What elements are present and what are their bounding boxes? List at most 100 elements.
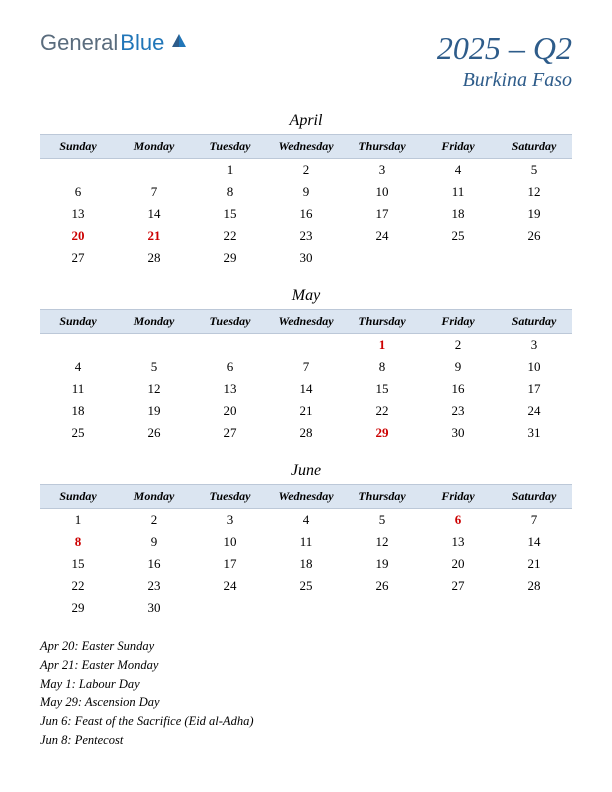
day-header: Tuesday <box>192 135 268 159</box>
day-header: Monday <box>116 310 192 334</box>
day-header: Sunday <box>40 135 116 159</box>
calendar-cell: 6 <box>192 356 268 378</box>
calendar-cell: 16 <box>116 553 192 575</box>
title-main: 2025 – Q2 <box>437 30 572 67</box>
calendar-cell: 26 <box>116 422 192 444</box>
day-header: Wednesday <box>268 485 344 509</box>
calendar-cell: 21 <box>496 553 572 575</box>
calendar-cell: 23 <box>420 400 496 422</box>
header: GeneralBlue 2025 – Q2 Burkina Faso <box>40 30 572 92</box>
calendar-cell <box>420 247 496 269</box>
day-header: Monday <box>116 485 192 509</box>
calendar-table: SundayMondayTuesdayWednesdayThursdayFrid… <box>40 134 572 269</box>
calendar-cell: 3 <box>192 509 268 532</box>
calendar-cell: 3 <box>344 159 420 182</box>
calendar-row: 15161718192021 <box>40 553 572 575</box>
holiday-line: Jun 6: Feast of the Sacrifice (Eid al-Ad… <box>40 712 572 731</box>
calendar-cell: 28 <box>496 575 572 597</box>
calendar-cell <box>268 597 344 619</box>
calendar-cell <box>116 159 192 182</box>
calendar-cell: 4 <box>40 356 116 378</box>
calendar-row: 20212223242526 <box>40 225 572 247</box>
calendar-cell: 25 <box>40 422 116 444</box>
day-header: Saturday <box>496 485 572 509</box>
calendar-cell: 20 <box>420 553 496 575</box>
calendar-cell: 22 <box>40 575 116 597</box>
calendar-cell: 14 <box>496 531 572 553</box>
calendar-cell: 2 <box>268 159 344 182</box>
holiday-line: Apr 20: Easter Sunday <box>40 637 572 656</box>
calendar-cell: 22 <box>192 225 268 247</box>
calendar-row: 18192021222324 <box>40 400 572 422</box>
calendar-cell: 31 <box>496 422 572 444</box>
calendar-cell <box>420 597 496 619</box>
calendar-cell: 15 <box>344 378 420 400</box>
day-header: Tuesday <box>192 485 268 509</box>
calendar-cell: 8 <box>344 356 420 378</box>
calendar-cell: 24 <box>344 225 420 247</box>
day-header: Saturday <box>496 135 572 159</box>
calendar-cell: 16 <box>420 378 496 400</box>
calendar-cell <box>40 334 116 357</box>
calendar-cell: 4 <box>420 159 496 182</box>
calendar-cell: 15 <box>40 553 116 575</box>
calendar-cell: 10 <box>496 356 572 378</box>
calendar-cell: 10 <box>192 531 268 553</box>
calendar-cell: 6 <box>40 181 116 203</box>
month-block: MaySundayMondayTuesdayWednesdayThursdayF… <box>40 287 572 444</box>
calendar-cell: 22 <box>344 400 420 422</box>
calendar-row: 13141516171819 <box>40 203 572 225</box>
calendar-row: 27282930 <box>40 247 572 269</box>
calendar-cell: 21 <box>116 225 192 247</box>
calendar-cell: 30 <box>420 422 496 444</box>
calendar-cell: 19 <box>344 553 420 575</box>
calendar-cell: 13 <box>420 531 496 553</box>
calendar-cell: 27 <box>40 247 116 269</box>
calendar-cell: 7 <box>268 356 344 378</box>
calendar-row: 12345 <box>40 159 572 182</box>
calendar-cell: 24 <box>192 575 268 597</box>
calendar-cell: 23 <box>268 225 344 247</box>
calendar-cell: 13 <box>40 203 116 225</box>
calendar-cell <box>192 597 268 619</box>
calendar-cell: 28 <box>116 247 192 269</box>
day-header: Thursday <box>344 310 420 334</box>
calendar-cell: 2 <box>116 509 192 532</box>
calendar-cell: 1 <box>192 159 268 182</box>
calendar-table: SundayMondayTuesdayWednesdayThursdayFrid… <box>40 484 572 619</box>
calendar-cell: 12 <box>116 378 192 400</box>
calendar-cell: 4 <box>268 509 344 532</box>
month-block: JuneSundayMondayTuesdayWednesdayThursday… <box>40 462 572 619</box>
calendar-cell: 6 <box>420 509 496 532</box>
calendar-cell <box>192 334 268 357</box>
day-header: Friday <box>420 310 496 334</box>
day-header: Wednesday <box>268 310 344 334</box>
calendar-cell <box>116 334 192 357</box>
calendar-cell: 26 <box>496 225 572 247</box>
calendar-row: 45678910 <box>40 356 572 378</box>
calendar-cell: 3 <box>496 334 572 357</box>
calendar-cell <box>344 247 420 269</box>
calendar-cell: 18 <box>420 203 496 225</box>
logo: GeneralBlue <box>40 30 188 56</box>
holiday-list: Apr 20: Easter SundayApr 21: Easter Mond… <box>40 637 572 750</box>
logo-triangle-icon <box>170 30 188 56</box>
calendar-cell: 20 <box>192 400 268 422</box>
calendar-cell: 9 <box>420 356 496 378</box>
calendar-cell: 15 <box>192 203 268 225</box>
calendar-cell: 11 <box>420 181 496 203</box>
calendar-cell: 14 <box>116 203 192 225</box>
calendar-cell: 29 <box>192 247 268 269</box>
calendar-cell: 29 <box>40 597 116 619</box>
calendar-cell: 30 <box>268 247 344 269</box>
calendar-row: 25262728293031 <box>40 422 572 444</box>
calendar-cell: 5 <box>344 509 420 532</box>
month-block: AprilSundayMondayTuesdayWednesdayThursda… <box>40 112 572 269</box>
day-header: Monday <box>116 135 192 159</box>
calendar-cell: 30 <box>116 597 192 619</box>
calendar-cell: 7 <box>496 509 572 532</box>
holiday-line: May 29: Ascension Day <box>40 693 572 712</box>
calendar-cell: 9 <box>116 531 192 553</box>
calendar-cell: 28 <box>268 422 344 444</box>
calendar-cell: 17 <box>344 203 420 225</box>
